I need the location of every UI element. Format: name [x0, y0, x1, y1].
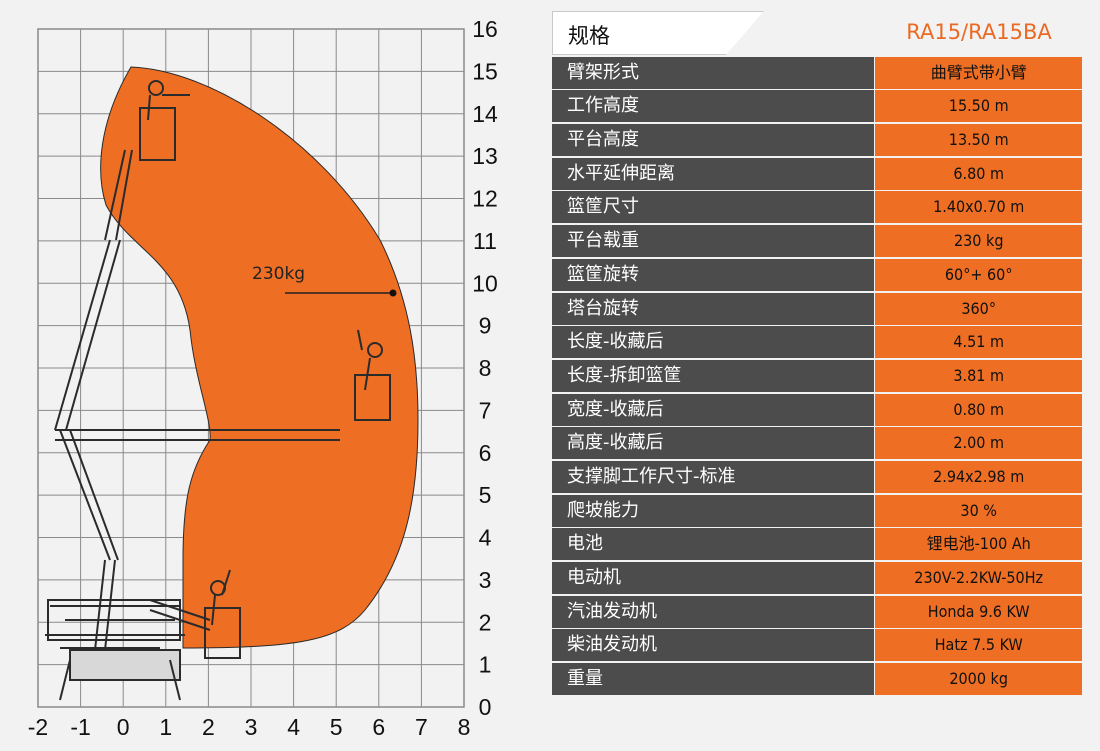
- spec-value: 2.94x2.98 m: [875, 460, 1082, 493]
- spec-key: 篮筐旋转: [552, 258, 875, 291]
- spec-row: 篮筐旋转 60°+ 60°: [552, 258, 1082, 291]
- y-tick-label: 11: [473, 228, 497, 254]
- spec-row: 塔台旋转 360°: [552, 292, 1082, 325]
- spec-value: 230V-2.2KW-50Hz: [875, 562, 1082, 594]
- spec-row: 宽度-收藏后 0.80 m: [552, 393, 1082, 426]
- spec-value: 6.80 m: [875, 157, 1082, 190]
- spec-key: 重量: [552, 663, 875, 696]
- spec-value: 360°: [875, 292, 1082, 325]
- spec-key: 宽度-收藏后: [552, 393, 875, 426]
- spec-value: 1.40x0.70 m: [875, 191, 1082, 224]
- y-tick-label: 5: [479, 482, 492, 508]
- y-tick-label: 6: [479, 440, 492, 466]
- spec-value: 230 kg: [875, 225, 1082, 258]
- spec-key: 工作高度: [552, 90, 875, 123]
- spec-key: 柴油发动机: [552, 629, 875, 662]
- spec-key: 电池: [552, 528, 875, 561]
- y-tick-label: 8: [479, 355, 492, 381]
- spec-row: 篮筐尺寸 1.40x0.70 m: [552, 191, 1082, 224]
- spec-row: 柴油发动机 Hatz 7.5 KW: [552, 629, 1082, 662]
- x-tick-label: 2: [202, 714, 215, 740]
- spec-value: Hatz 7.5 KW: [875, 629, 1082, 662]
- y-tick-label: 9: [479, 313, 492, 339]
- y-tick-label: 16: [472, 16, 498, 42]
- spec-value: Honda 9.6 KW: [875, 595, 1082, 628]
- y-tick-label: 15: [472, 58, 498, 84]
- spec-key: 长度-收藏后: [552, 326, 875, 359]
- header-tab: [552, 11, 764, 55]
- spec-key: 长度-拆卸篮筐: [552, 359, 875, 392]
- y-tick-label: 14: [472, 101, 498, 127]
- spec-row: 支撑脚工作尺寸-标准 2.94x2.98 m: [552, 460, 1082, 493]
- spec-value: 4.51 m: [875, 326, 1082, 359]
- x-tick-label: -1: [70, 714, 90, 740]
- spec-key: 汽油发动机: [552, 595, 875, 628]
- spec-row: 电动机 230V-2.2KW-50Hz: [552, 562, 1082, 594]
- y-tick-label: 13: [472, 143, 498, 169]
- x-tick-label: 1: [159, 714, 172, 740]
- y-tick-label: 4: [479, 525, 492, 551]
- spec-value: 15.50 m: [875, 90, 1082, 123]
- spec-value: 3.81 m: [875, 359, 1082, 392]
- spec-value: 0.80 m: [875, 393, 1082, 426]
- spec-row: 重量 2000 kg: [552, 663, 1082, 696]
- spec-value: 锂电池-100 Ah: [875, 528, 1082, 561]
- working-envelope: [100, 66, 419, 649]
- spec-key: 支撑脚工作尺寸-标准: [552, 460, 875, 493]
- y-tick-label: 3: [479, 567, 492, 593]
- spec-key: 平台高度: [552, 124, 875, 157]
- y-tick-label: 0: [479, 694, 492, 720]
- spec-row: 汽油发动机 Honda 9.6 KW: [552, 595, 1082, 628]
- spec-row: 高度-收藏后 2.00 m: [552, 427, 1082, 460]
- spec-title: 规格: [568, 24, 610, 48]
- spec-row: 电池 锂电池-100 Ah: [552, 528, 1082, 561]
- spec-value: 曲臂式带小臂: [875, 56, 1082, 89]
- spec-row: 平台载重 230 kg: [552, 225, 1082, 258]
- spec-key: 臂架形式: [552, 56, 875, 89]
- machine-silhouette: [45, 80, 391, 701]
- spec-row: 长度-拆卸篮筐 3.81 m: [552, 359, 1082, 392]
- x-tick-label: -2: [28, 714, 48, 740]
- spec-row: 工作高度 15.50 m: [552, 90, 1082, 123]
- x-tick-label: 8: [458, 714, 471, 740]
- spec-row: 臂架形式 曲臂式带小臂: [552, 56, 1082, 89]
- spec-value: 60°+ 60°: [875, 258, 1082, 291]
- spec-table: 规格 RA15/RA15BA 臂架形式 曲臂式带小臂 工作高度 15.50 m 平台高度…: [552, 11, 1082, 696]
- spec-value: 30 %: [875, 494, 1082, 527]
- y-tick-label: 1: [479, 652, 492, 678]
- spec-value: 2000 kg: [875, 663, 1082, 696]
- x-tick-label: 6: [372, 714, 385, 740]
- spec-row: 爬坡能力 30 %: [552, 494, 1082, 527]
- spec-key: 高度-收藏后: [552, 427, 875, 460]
- spec-row: 水平延伸距离 6.80 m: [552, 157, 1082, 190]
- x-tick-label: 0: [117, 714, 130, 740]
- spec-key: 塔台旋转: [552, 292, 875, 325]
- spec-key: 电动机: [552, 562, 875, 594]
- spec-header: 规格 RA15/RA15BA: [552, 11, 1082, 55]
- spec-key: 水平延伸距离: [552, 157, 875, 190]
- load-marker: 230kg: [252, 264, 397, 297]
- y-tick-label: 12: [472, 186, 498, 212]
- load-label: 230kg: [252, 264, 305, 284]
- spec-value: 2.00 m: [875, 427, 1082, 460]
- x-tick-label: 7: [415, 714, 428, 740]
- spec-key: 篮筐尺寸: [552, 191, 875, 224]
- y-tick-label: 2: [479, 609, 492, 635]
- x-tick-label: 5: [330, 714, 343, 740]
- spec-row: 平台高度 13.50 m: [552, 124, 1082, 157]
- y-tick-label: 7: [479, 397, 492, 423]
- y-tick-label: 10: [472, 270, 498, 296]
- x-tick-label: 4: [287, 714, 300, 740]
- spec-key: 爬坡能力: [552, 494, 875, 527]
- spec-row: 长度-收藏后 4.51 m: [552, 326, 1082, 359]
- model-name: RA15/RA15BA: [906, 20, 1052, 44]
- spec-rows: 臂架形式 曲臂式带小臂 工作高度 15.50 m 平台高度 13.50 m 水平延伸距离 6.…: [552, 56, 1082, 696]
- x-tick-label: 3: [245, 714, 258, 740]
- spec-value: 13.50 m: [875, 124, 1082, 157]
- spec-key: 平台载重: [552, 225, 875, 258]
